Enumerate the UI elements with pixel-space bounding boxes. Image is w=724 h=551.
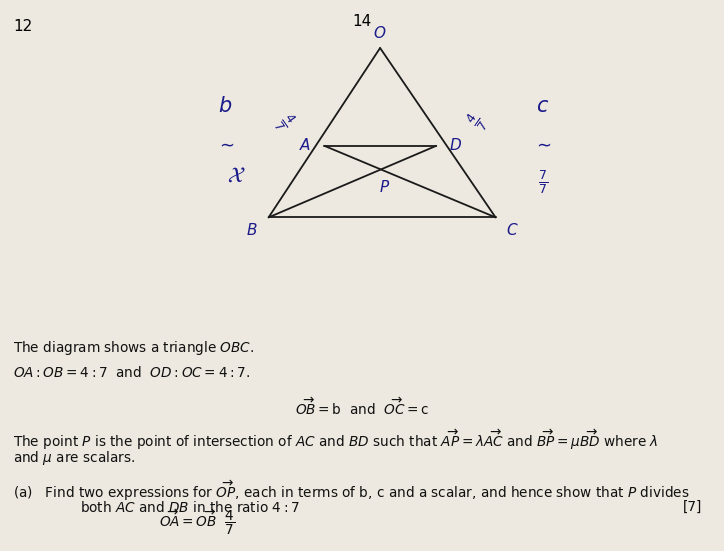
Text: 14: 14: [353, 14, 371, 29]
Text: $c$: $c$: [536, 97, 550, 116]
Text: both $AC$ and $DB$ in the ratio $4:7$: both $AC$ and $DB$ in the ratio $4:7$: [80, 500, 300, 515]
Text: (a)   Find two expressions for $\overrightarrow{OP}$, each in terms of b, c and : (a) Find two expressions for $\overright…: [13, 478, 690, 503]
Text: $b$: $b$: [218, 96, 232, 116]
Text: $\frac{4}{7}$: $\frac{4}{7}$: [463, 110, 492, 134]
Text: $\frac{7}{7}$: $\frac{7}{7}$: [538, 168, 547, 196]
Text: [7]: [7]: [683, 500, 702, 514]
Text: $B$: $B$: [246, 222, 258, 238]
Text: $P$: $P$: [379, 179, 390, 195]
Text: $\sim$: $\sim$: [216, 136, 235, 153]
Text: 12: 12: [13, 19, 33, 34]
Text: $\overrightarrow{OB} = \mathrm{b}$  and  $\overrightarrow{OC} = \mathrm{c}$: $\overrightarrow{OB} = \mathrm{b}$ and $…: [295, 397, 429, 418]
Text: $\frac{4}{7}$: $\frac{4}{7}$: [270, 110, 299, 134]
Text: $C$: $C$: [507, 222, 519, 238]
Text: $\overrightarrow{OA} = \overrightarrow{OB}$  $\dfrac{4}{7}$: $\overrightarrow{OA} = \overrightarrow{O…: [159, 508, 235, 537]
Text: $OA:OB = 4:7$  and  $OD:OC = 4:7$.: $OA:OB = 4:7$ and $OD:OC = 4:7$.: [13, 365, 251, 380]
Text: $\sim$: $\sim$: [534, 136, 552, 153]
Text: and $\mu$ are scalars.: and $\mu$ are scalars.: [13, 449, 135, 467]
Text: The diagram shows a triangle $OBC$.: The diagram shows a triangle $OBC$.: [13, 339, 254, 357]
Text: The point $P$ is the point of intersection of $AC$ and $BD$ such that $\overrigh: The point $P$ is the point of intersecti…: [13, 427, 659, 452]
Text: $O$: $O$: [374, 25, 387, 41]
Text: $\mathcal{X}$: $\mathcal{X}$: [227, 166, 245, 186]
Text: $D$: $D$: [450, 137, 463, 153]
Text: $A$: $A$: [299, 137, 311, 153]
